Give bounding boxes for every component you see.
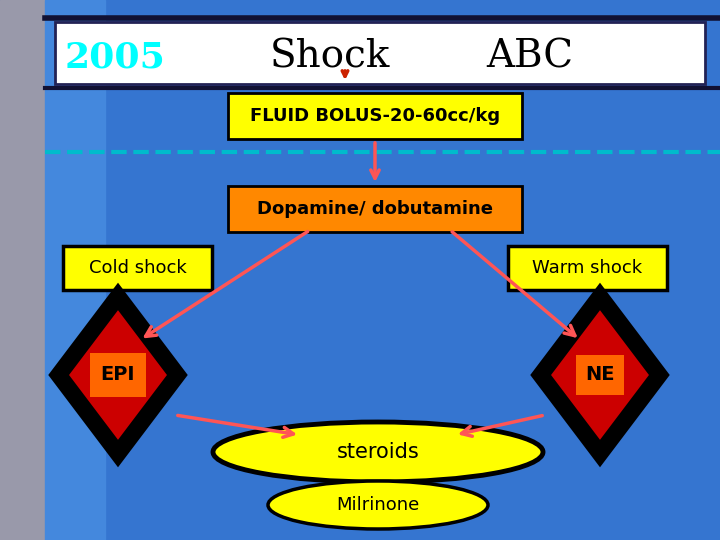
Text: Milrinone: Milrinone (336, 496, 420, 514)
Text: NE: NE (585, 366, 615, 384)
FancyBboxPatch shape (228, 186, 522, 232)
Polygon shape (50, 285, 186, 465)
Polygon shape (532, 285, 668, 465)
FancyBboxPatch shape (55, 22, 705, 84)
Text: Cold shock: Cold shock (89, 259, 186, 277)
Text: EPI: EPI (101, 366, 135, 384)
FancyBboxPatch shape (508, 246, 667, 290)
FancyBboxPatch shape (63, 246, 212, 290)
Text: Warm shock: Warm shock (532, 259, 642, 277)
Text: 2005: 2005 (65, 40, 166, 74)
Text: ABC: ABC (487, 38, 574, 76)
Text: steroids: steroids (337, 442, 419, 462)
Bar (45, 0, 105, 540)
Text: Shock: Shock (270, 38, 390, 76)
Polygon shape (69, 310, 167, 440)
FancyBboxPatch shape (228, 93, 522, 139)
FancyBboxPatch shape (90, 353, 146, 397)
Polygon shape (551, 310, 649, 440)
Text: Dopamine/ dobutamine: Dopamine/ dobutamine (257, 200, 493, 218)
Bar (0, 0, 45, 540)
Ellipse shape (268, 481, 488, 529)
Text: FLUID BOLUS-20-60cc/kg: FLUID BOLUS-20-60cc/kg (250, 107, 500, 125)
Ellipse shape (213, 422, 543, 482)
FancyBboxPatch shape (576, 355, 624, 395)
